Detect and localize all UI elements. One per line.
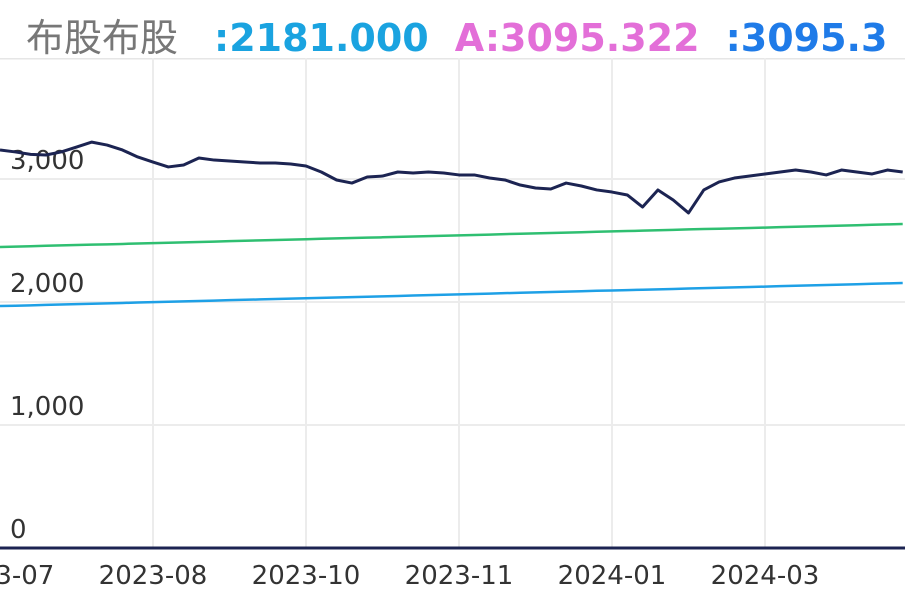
header-value: :2181.000 [214,16,429,58]
x-tick-label: 2024-03 [711,561,820,591]
header-value: A:3095.322 [454,16,700,58]
series-line [0,222,903,249]
plot-top-border [0,58,905,60]
y-tick-label: 3,000 [10,146,84,176]
header-value: :3095.3 [725,16,888,58]
x-tick-label: 2023-11 [405,561,514,591]
x-tick-label: 2023-08 [99,561,208,591]
series-line [0,140,903,215]
x-tick-label: 2023-10 [252,561,361,591]
y-tick-label: 0 [10,515,27,545]
x-tick-label: 2024-01 [558,561,667,591]
header: 布股布股 :2181.000 A:3095.322 :3095.3 [0,0,905,58]
y-tick-label: 1,000 [10,392,84,422]
x-tick-label: 2023-07 [0,561,54,591]
y-tick-label: 2,000 [10,269,84,299]
header-title: 布股布股 [26,16,179,58]
series-line [0,281,903,308]
